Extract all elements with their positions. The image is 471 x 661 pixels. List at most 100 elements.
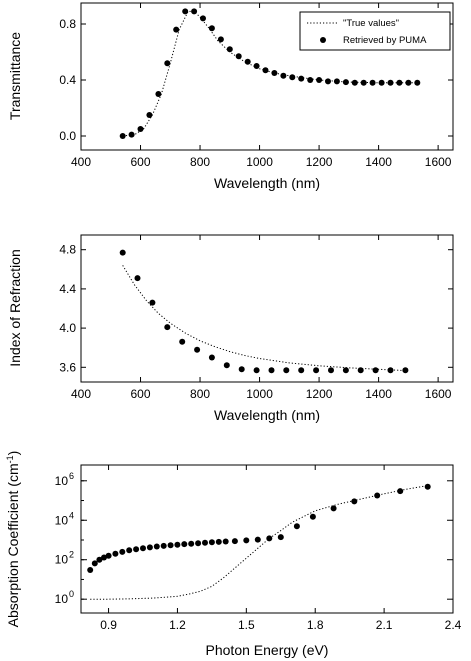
y-axis-label-3-main: Absorption Coefficient (cm [5,463,21,627]
retrieved-point [293,523,300,530]
retrieved-points-3 [87,483,431,573]
axis-ticks-1: 400 600 800 1000 1200 1400 1600 0.0 0.4 0.8 [59,3,453,169]
legend-box [299,11,451,51]
retrieved-point [405,79,412,86]
retrieved-point [167,542,174,549]
retrieved-point [164,324,171,331]
y-axis-label-3: Absorption Coefficient (cm-1) [5,451,21,628]
retrieved-point [387,367,394,374]
retrieved-point [333,78,340,85]
retrieved-point [283,367,290,374]
retrieved-point [87,567,94,573]
retrieved-point [328,367,334,374]
retrieved-point [191,8,198,15]
retrieved-point [289,74,296,81]
y-tick-exponent: 4 [69,510,74,520]
y-tick-exponent: 0 [69,589,74,599]
x-tick-label: 1600 [425,155,452,169]
y-tick-exponent: 6 [69,471,74,481]
y-tick-label: 0.0 [59,129,76,143]
retrieved-point [181,541,188,548]
y-tick-label: 4.4 [59,282,76,296]
legend-true-values-label: "True values" [343,18,399,29]
retrieved-point [243,537,250,544]
y-axis-label-2: Index of Refraction [7,249,23,367]
x-tick-label: 1000 [246,155,273,169]
retrieved-point [372,367,379,374]
retrieved-point [369,79,376,86]
retrieved-point [119,249,126,256]
panel-transmittance: 400 600 800 1000 1200 1400 1600 0.0 0.4 0.8 Trans… [7,2,454,191]
retrieved-point [309,513,316,520]
retrieved-point [351,498,358,505]
retrieved-point [149,299,156,306]
retrieved-point [119,133,126,139]
y-axis-label-3-end: ) [5,451,21,456]
retrieved-point [351,79,358,86]
retrieved-point [325,78,331,85]
x-tick-label: 600 [131,155,151,169]
retrieved-point [316,77,323,83]
x-tick-label: 400 [71,155,91,169]
x-axis-label-3: Photon Energy (eV) [206,642,329,658]
retrieved-point [360,79,367,86]
legend: "True values" Retrieved by PUMA [299,11,451,51]
x-tick-label: 0.9 [100,618,117,632]
plot-frame-3 [80,464,454,614]
retrieved-point [174,541,181,548]
retrieved-point [202,539,208,546]
retrieved-point [112,550,119,557]
x-tick-label: 1200 [306,387,333,401]
retrieved-point [342,367,349,374]
retrieved-point [208,25,215,32]
retrieved-point [231,538,238,545]
retrieved-point [271,70,278,76]
retrieved-point [188,540,195,547]
x-tick-label: 2.1 [376,618,393,632]
retrieved-point [179,338,186,345]
y-tick-label: 10 [55,592,69,606]
x-tick-label: 1.2 [169,618,186,632]
x-tick-label: 1400 [365,387,392,401]
retrieved-point [140,545,146,552]
x-tick-label: 1.8 [307,618,324,632]
y-tick-label: 4.0 [59,321,76,335]
retrieved-point [217,36,224,43]
retrieved-point [119,548,126,555]
retrieved-point [244,58,251,65]
x-axis-label-2: Wavelength (nm) [214,407,320,423]
retrieved-point [133,546,140,553]
retrieved-points-1 [119,8,421,139]
x-tick-label: 1400 [365,155,392,169]
legend-retrieved-marker [320,37,326,43]
retrieved-point [424,483,431,490]
retrieved-point [134,275,141,282]
retrieved-point [342,79,349,86]
retrieved-point [101,554,107,561]
retrieved-point [238,366,245,373]
x-tick-label: 800 [190,155,210,169]
panel-refraction: 400 600 800 1000 1200 1400 1600 3.6 4.0 4.4 4.8 In… [7,234,454,423]
retrieved-point [195,540,202,547]
retrieved-point [298,367,305,374]
true-values-line-2 [122,265,409,372]
y-tick-label: 10 [55,513,69,527]
retrieved-point [200,15,206,22]
plot-frame-1 [80,2,454,151]
y-tick-label: 0.8 [59,17,76,31]
x-tick-label: 400 [71,387,91,401]
legend-retrieved-label: Retrieved by PUMA [343,35,427,46]
x-tick-label: 800 [190,387,210,401]
retrieved-point [277,534,284,541]
retrieved-point [414,79,421,86]
retrieved-point [173,26,180,33]
retrieved-point [307,77,314,83]
y-tick-label: 10 [55,553,69,567]
retrieved-point [105,552,112,559]
retrieved-point [253,367,260,374]
retrieved-point [223,362,230,369]
retrieved-point [280,72,287,79]
retrieved-point [182,8,189,15]
retrieved-point [208,354,215,361]
